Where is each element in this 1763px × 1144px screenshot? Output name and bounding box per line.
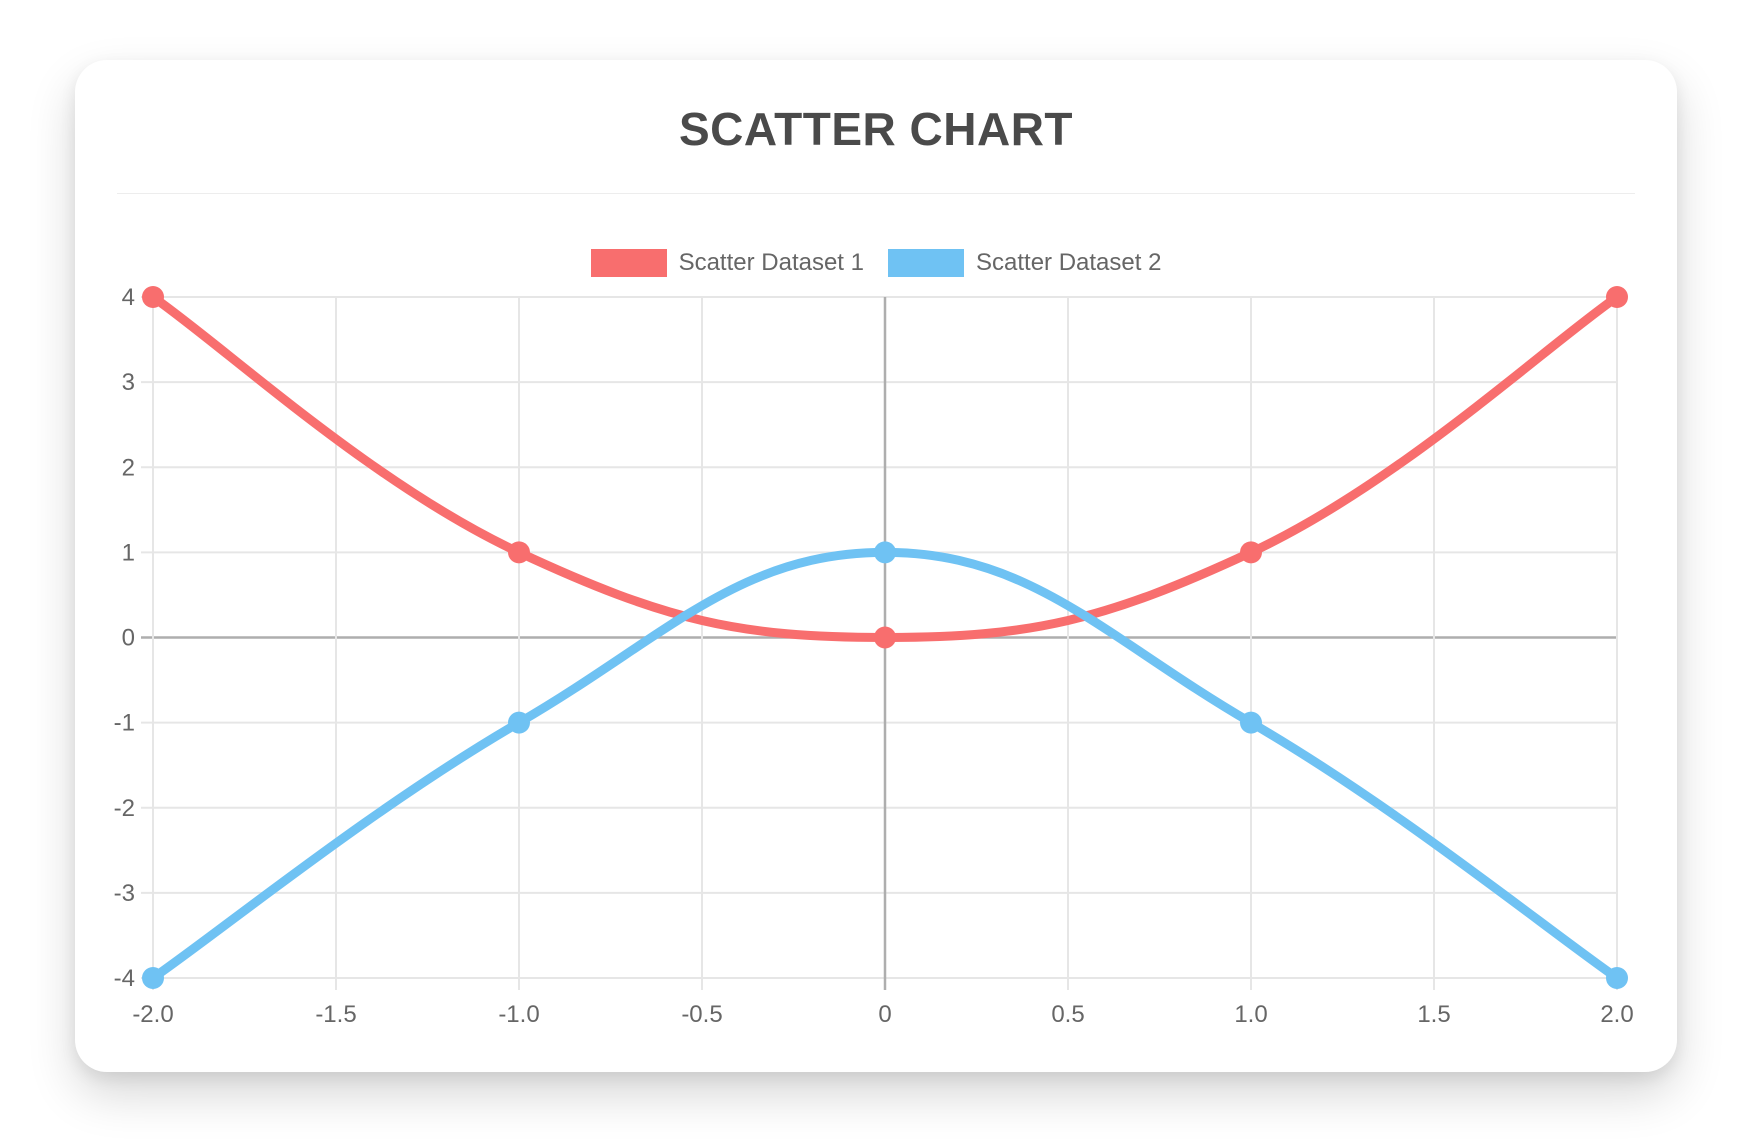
- x-tick-label: -0.5: [681, 1001, 722, 1028]
- y-tick-label: 4: [122, 284, 135, 311]
- y-tick-label: -2: [114, 795, 135, 822]
- data-point: [874, 626, 896, 649]
- x-tick-label: 1.0: [1234, 1001, 1267, 1028]
- series-2: [142, 541, 1628, 989]
- x-tick-label: -1.5: [315, 1001, 356, 1028]
- legend-label-dataset-2: Scatter Dataset 2: [976, 249, 1162, 276]
- data-point: [142, 967, 164, 989]
- data-point: [508, 711, 530, 734]
- legend-label-dataset-1: Scatter Dataset 1: [678, 249, 864, 276]
- legend-item-dataset-2[interactable]: Scatter Dataset 2: [888, 249, 1161, 277]
- data-point: [1606, 967, 1628, 989]
- y-tick-label: 3: [122, 369, 135, 396]
- data-point: [1240, 541, 1262, 564]
- axis-labels: 4 3 2 1 0 -1 -2 -3 -4 -2.0 -1.5 -1.0 -0.5 0 0.5 1.0 1.5 2…: [114, 284, 1634, 1028]
- legend-swatch-dataset-1-icon: [590, 249, 667, 277]
- data-point: [874, 541, 896, 564]
- x-tick-label: 1.5: [1417, 1001, 1450, 1028]
- data-point: [142, 286, 164, 308]
- y-tick-label: -4: [114, 965, 135, 992]
- chart-card: SCATTER CHART Scatter Dataset 1 Scatter …: [75, 60, 1677, 1072]
- y-tick-label: -3: [114, 880, 135, 907]
- data-point: [1606, 286, 1628, 308]
- y-tick-label: 0: [122, 625, 135, 652]
- scatter-plot: 4 3 2 1 0 -1 -2 -3 -4 -2.0 -1.5 -1.0 -0.5 0 0.5 1.0 1.5 2…: [114, 284, 1634, 1028]
- y-tick-label: 1: [122, 539, 135, 566]
- data-point: [508, 541, 530, 564]
- chart-legend: Scatter Dataset 1 Scatter Dataset 2: [75, 249, 1677, 277]
- legend-swatch-dataset-2-icon: [888, 249, 964, 277]
- x-tick-label: -1.0: [498, 1001, 539, 1028]
- y-tick-label: 2: [122, 454, 135, 481]
- title-divider: [117, 193, 1635, 194]
- data-point: [1240, 711, 1262, 734]
- legend-item-dataset-1[interactable]: Scatter Dataset 1: [590, 249, 864, 277]
- x-tick-label: 0: [878, 1001, 891, 1028]
- y-tick-label: -1: [114, 710, 135, 737]
- x-tick-label: 0.5: [1051, 1001, 1084, 1028]
- series-1: [142, 286, 1628, 649]
- chart-title: SCATTER CHART: [678, 103, 1074, 155]
- series-layer: [142, 286, 1628, 989]
- x-tick-label: 2.0: [1600, 1001, 1633, 1028]
- x-tick-label: -2.0: [132, 1001, 173, 1028]
